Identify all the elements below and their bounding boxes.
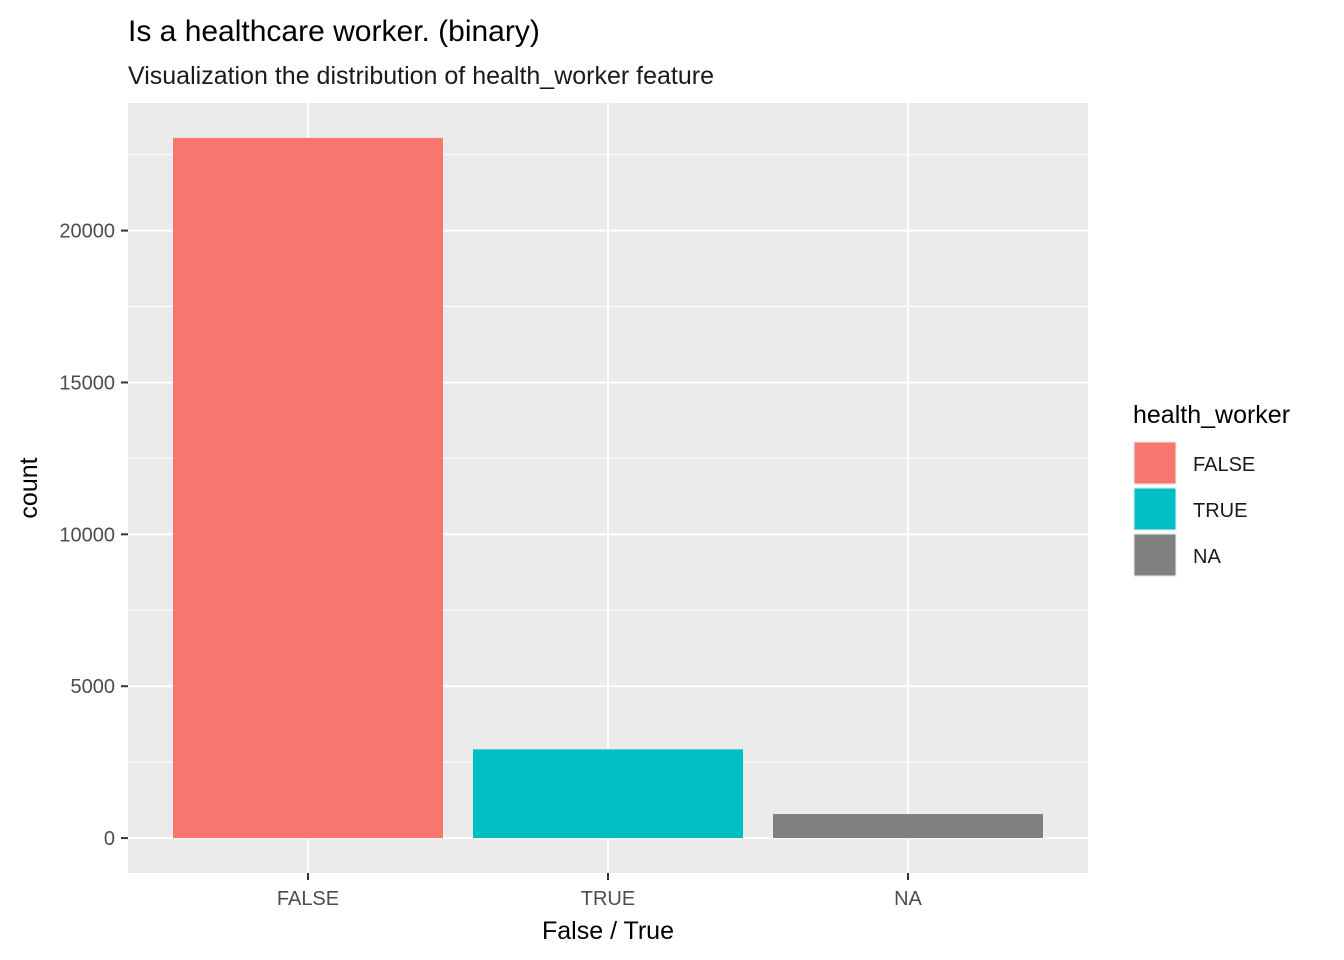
y-tick-label-4: 20000 [59, 221, 115, 243]
bars [173, 137, 1043, 839]
y-axis: 0 5000 10000 15000 20000 [59, 221, 128, 850]
bar-na [773, 814, 1043, 839]
x-tick-label-false: FALSE [277, 888, 339, 910]
y-tick-label-3: 15000 [59, 372, 115, 394]
x-axis-title: False / True [542, 917, 674, 945]
x-tick-label-true: TRUE [581, 888, 635, 910]
legend-label-na: NA [1193, 546, 1221, 568]
bar-false [173, 137, 443, 839]
legend-swatch-na [1134, 534, 1176, 576]
x-tick-label-na: NA [894, 888, 922, 910]
legend-label-false: FALSE [1193, 454, 1255, 476]
x-axis: FALSE TRUE NA [277, 873, 923, 910]
y-tick-label-0: 0 [104, 828, 115, 850]
chart-subtitle: Visualization the distribution of health… [128, 62, 714, 90]
legend-entries: FALSE TRUE NA [1133, 441, 1255, 577]
y-tick-label-1: 5000 [71, 676, 116, 698]
legend-swatch-false [1134, 442, 1176, 484]
legend: health_worker FALSE TRUE NA [1133, 401, 1290, 577]
y-axis-title: count [15, 457, 43, 518]
chart-title: Is a healthcare worker. (binary) [128, 15, 540, 48]
legend-label-true: TRUE [1193, 500, 1247, 522]
legend-swatch-true [1134, 488, 1176, 530]
y-tick-label-2: 10000 [59, 524, 115, 546]
legend-title: health_worker [1133, 401, 1290, 429]
bar-true [473, 749, 743, 839]
